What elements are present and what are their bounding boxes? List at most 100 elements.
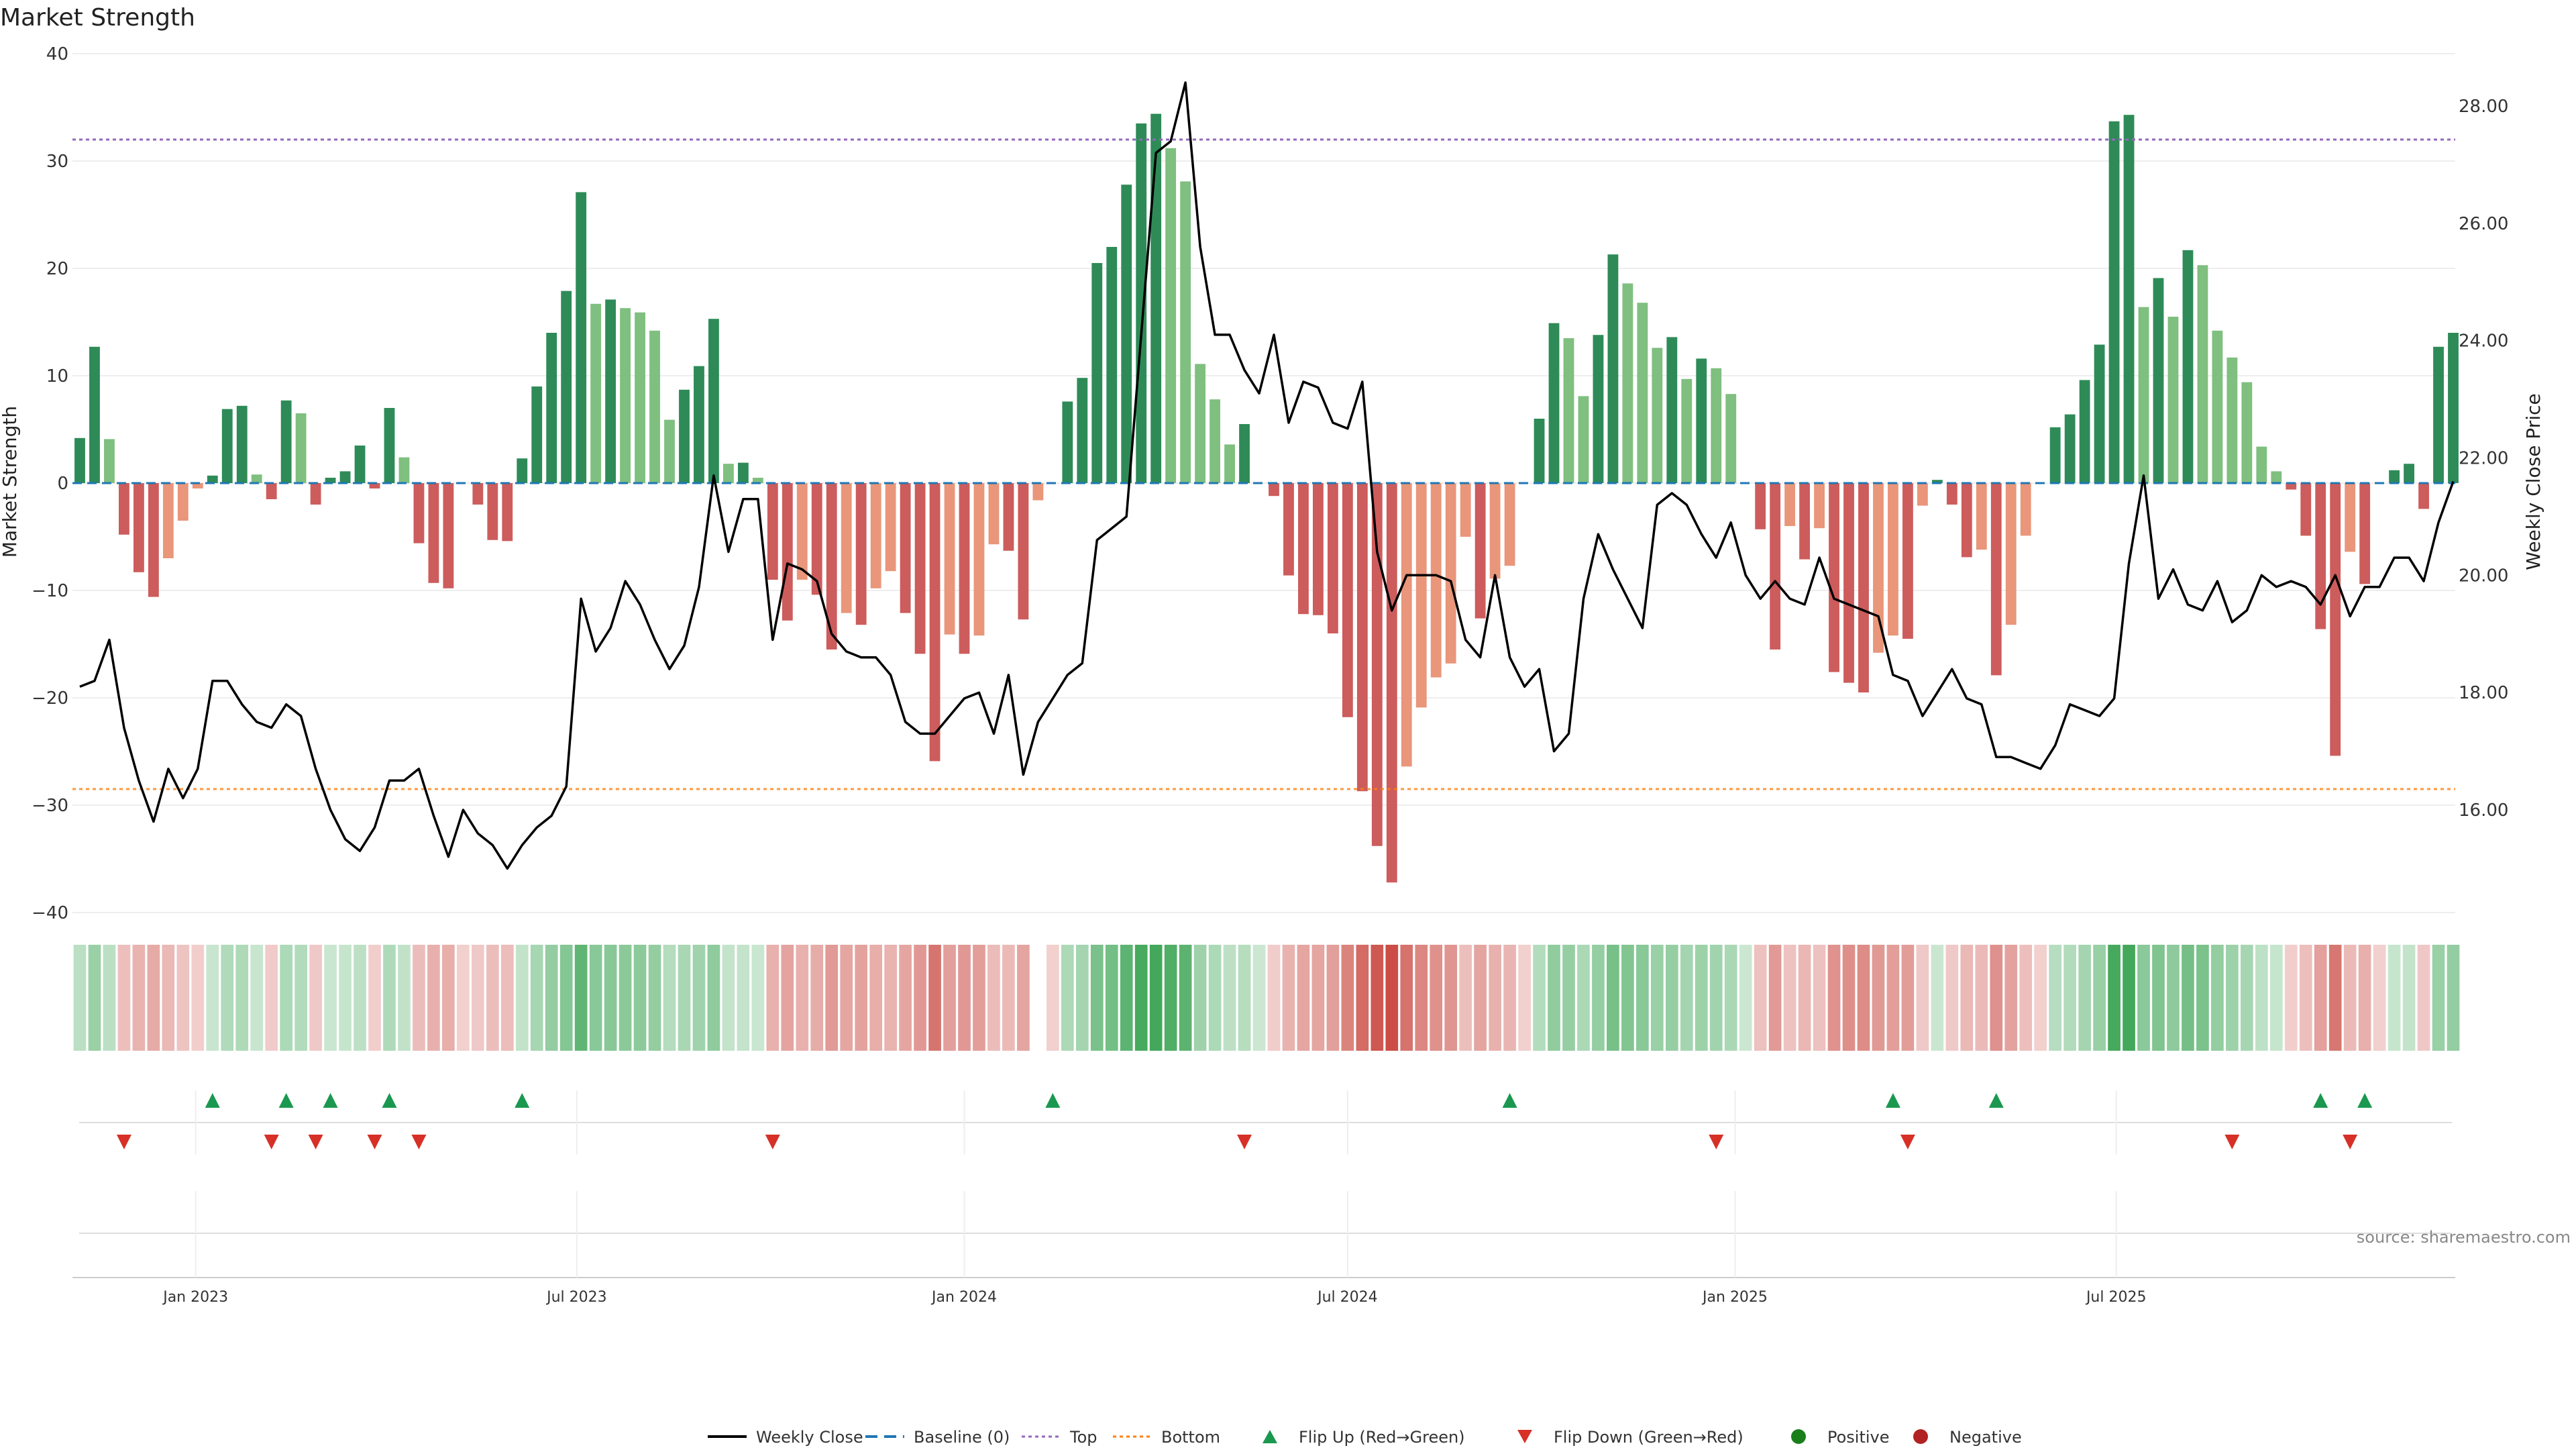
strength-bar bbox=[517, 458, 528, 483]
heat-cell bbox=[2019, 945, 2033, 1051]
legend-item: Flip Up (Red→Green) bbox=[1263, 1428, 1465, 1447]
strength-bar bbox=[1445, 483, 1456, 664]
strength-bar bbox=[2286, 483, 2297, 490]
heat-cell bbox=[339, 945, 352, 1051]
heat-cell bbox=[1872, 945, 1885, 1051]
heat-cell bbox=[2417, 945, 2430, 1051]
strength-bar bbox=[620, 308, 631, 483]
strength-bar bbox=[177, 483, 189, 521]
y-tick-label: 10 bbox=[46, 366, 68, 386]
heat-cell bbox=[2387, 945, 2401, 1051]
heat-cell bbox=[1548, 945, 1560, 1051]
flip-up-marker bbox=[323, 1093, 338, 1108]
strength-bar bbox=[752, 478, 763, 483]
heat-cell bbox=[810, 945, 824, 1051]
strength-bar bbox=[1003, 483, 1014, 551]
heat-cell bbox=[1341, 945, 1354, 1051]
strength-bar bbox=[694, 366, 704, 483]
heat-cell bbox=[1945, 945, 1959, 1051]
strength-bar bbox=[2448, 333, 2459, 483]
strength-bar bbox=[1195, 364, 1206, 483]
heat-cell bbox=[1149, 945, 1163, 1051]
legend-item: Negative bbox=[1913, 1428, 2022, 1447]
strength-bar bbox=[590, 303, 602, 483]
strength-bar bbox=[2197, 265, 2208, 483]
strength-bar bbox=[2153, 278, 2164, 483]
heat-cell bbox=[1208, 945, 1222, 1051]
heat-cell bbox=[2226, 945, 2239, 1051]
strength-bar bbox=[1356, 483, 1368, 792]
strength-bar bbox=[929, 483, 941, 762]
strength-bar bbox=[1607, 254, 1619, 483]
heat-cell bbox=[1489, 945, 1501, 1051]
strength-bar bbox=[2049, 427, 2061, 483]
strength-bar bbox=[1593, 335, 1604, 483]
heat-cell bbox=[1827, 945, 1841, 1051]
strength-bar bbox=[2404, 464, 2414, 483]
strength-bar bbox=[1062, 401, 1073, 483]
heat-cell bbox=[678, 945, 691, 1051]
heat-cell bbox=[1179, 945, 1192, 1051]
strength-bar bbox=[266, 483, 277, 499]
strength-bar bbox=[1622, 283, 1633, 483]
heat-cell bbox=[413, 945, 425, 1051]
heat-cell bbox=[796, 945, 809, 1051]
strength-bar bbox=[1224, 444, 1235, 483]
heat-cell bbox=[383, 945, 396, 1051]
legend-label: Weekly Close bbox=[756, 1428, 863, 1447]
heat-cell bbox=[1665, 945, 1678, 1051]
heat-cell bbox=[958, 945, 971, 1051]
heat-cell bbox=[1975, 945, 1988, 1051]
strength-bar bbox=[192, 483, 203, 488]
strength-bar bbox=[885, 483, 896, 572]
y-tick-label: −30 bbox=[32, 796, 68, 816]
heat-cell bbox=[132, 945, 146, 1051]
strength-bar bbox=[1681, 378, 1693, 483]
x-tick-label: Jan 2023 bbox=[162, 1289, 228, 1306]
heat-cell bbox=[1768, 945, 1782, 1051]
strength-bar bbox=[973, 483, 985, 636]
strength-bar bbox=[472, 483, 484, 505]
y2-tick-label: 26.00 bbox=[2459, 214, 2508, 234]
strength-bar bbox=[295, 413, 307, 483]
heat-cell bbox=[1459, 945, 1472, 1051]
heat-cell bbox=[1252, 945, 1266, 1051]
y2-tick-label: 18.00 bbox=[2459, 683, 2508, 703]
heat-cell bbox=[2167, 945, 2180, 1051]
heat-cell bbox=[648, 945, 661, 1051]
strength-bar bbox=[1504, 483, 1515, 566]
strength-bar bbox=[1018, 483, 1029, 620]
legend-item: Positive bbox=[1791, 1428, 1890, 1447]
strength-bar bbox=[1696, 358, 1707, 483]
heat-cell bbox=[206, 945, 219, 1051]
heat-cell bbox=[1901, 945, 1915, 1051]
legend-swatch bbox=[1913, 1429, 1928, 1444]
flip-up-marker bbox=[2313, 1093, 2328, 1108]
strength-bar bbox=[2418, 483, 2429, 509]
y2-tick-label: 24.00 bbox=[2459, 331, 2508, 352]
heat-cell bbox=[1193, 945, 1207, 1051]
heat-cell bbox=[1326, 945, 1340, 1051]
heat-cell bbox=[1695, 945, 1708, 1051]
heat-cell bbox=[1709, 945, 1723, 1051]
heat-cell bbox=[574, 945, 588, 1051]
strength-bar bbox=[2138, 307, 2149, 483]
reference-lines bbox=[72, 138, 2455, 790]
strength-bar bbox=[649, 330, 660, 483]
heat-cell bbox=[1754, 945, 1767, 1051]
strength-bar bbox=[104, 439, 115, 483]
strength-bar bbox=[1401, 483, 1412, 767]
strength-bar bbox=[2433, 346, 2444, 483]
heat-cell bbox=[707, 945, 720, 1051]
strength-bar bbox=[1106, 247, 1118, 483]
flip-up-marker bbox=[2357, 1093, 2373, 1108]
strength-bar bbox=[1032, 483, 1044, 501]
strength-bar bbox=[546, 333, 557, 483]
strength-bar bbox=[251, 474, 262, 483]
heat-cell bbox=[1400, 945, 1413, 1051]
heat-cell bbox=[1356, 945, 1369, 1051]
heat-cell bbox=[781, 945, 794, 1051]
strength-bar bbox=[1770, 483, 1781, 650]
heat-cell bbox=[103, 945, 116, 1051]
strength-bar bbox=[369, 483, 380, 488]
